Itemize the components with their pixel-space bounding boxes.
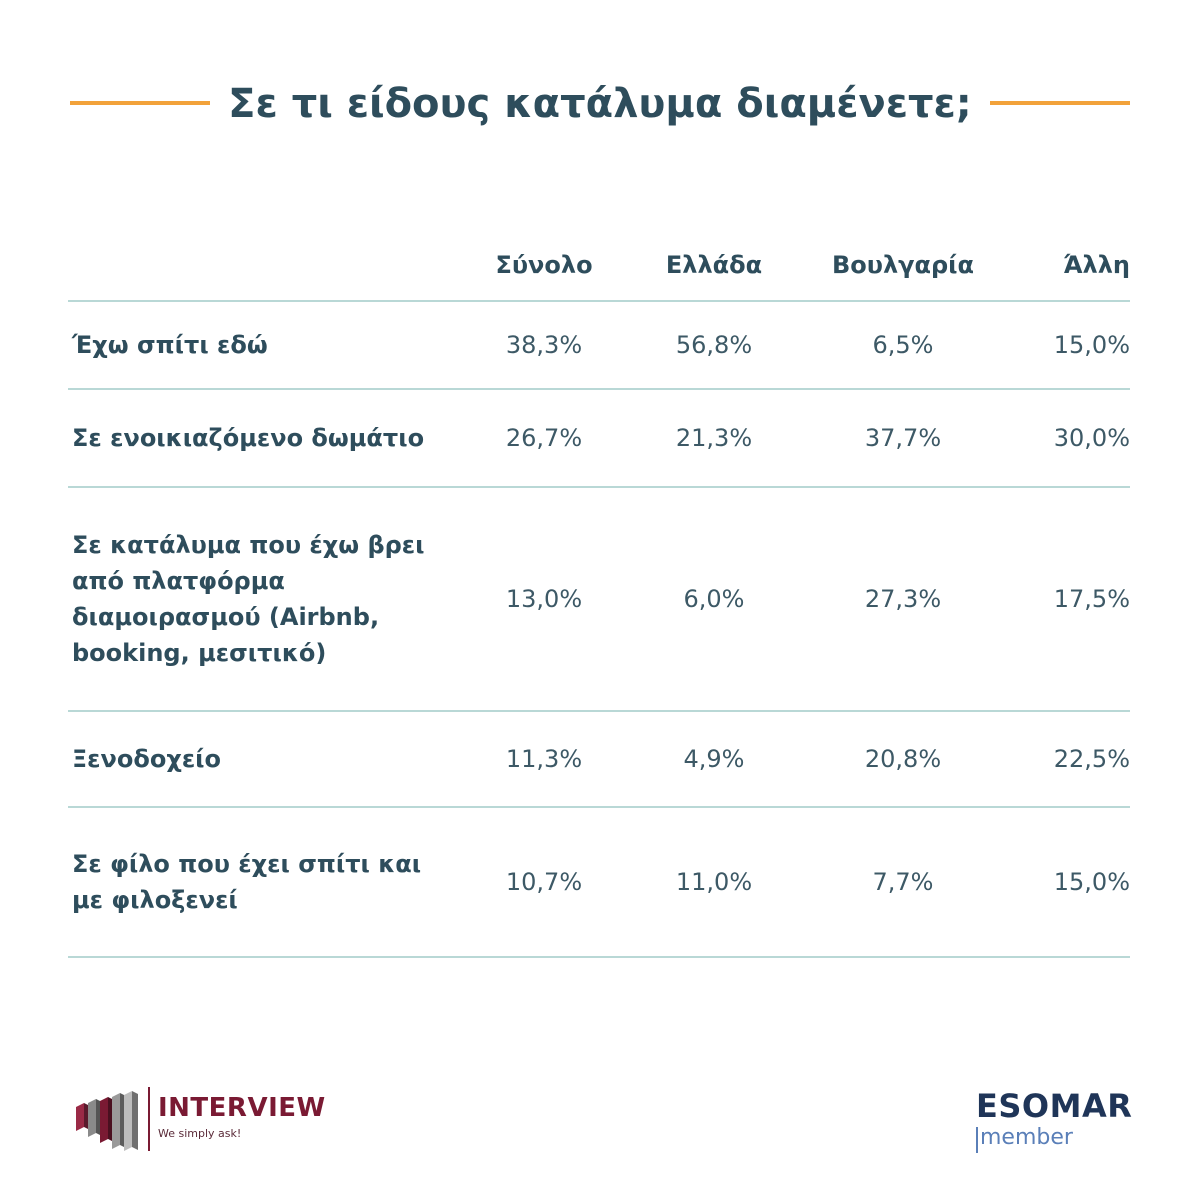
value-cell-greece: 6,0% xyxy=(683,585,745,613)
value-cell-greece: 21,3% xyxy=(675,424,753,452)
value-cell-greece: 56,8% xyxy=(675,331,753,359)
interview-tagline: We simply ask! xyxy=(158,1127,242,1140)
logo-divider xyxy=(148,1087,150,1151)
page-title: Σε τι είδους κατάλυμα διαμένετε; xyxy=(228,81,972,127)
column-header-total: Σύνολο xyxy=(495,251,593,279)
value-cell-total: 10,7% xyxy=(505,868,583,896)
value-cell-total: 38,3% xyxy=(505,331,583,359)
value-cell-bulgaria: 27,3% xyxy=(864,585,942,613)
row-label-cell: Σε ενοικιαζόμενο δωμάτιο xyxy=(68,390,468,486)
row-label: Έχω σπίτι εδώ xyxy=(72,331,268,359)
row-label: Σε φίλο που έχει σπίτι και με φιλοξενεί xyxy=(72,850,422,914)
table-body: Έχω σπίτι εδώ 38,3% 56,8% 6,5% 15,0% Σε ενοικ… xyxy=(68,302,1130,958)
table-row: Έχω σπίτι εδώ 38,3% 56,8% 6,5% 15,0% xyxy=(68,302,1130,390)
value-cell-bulgaria: 6,5% xyxy=(872,331,934,359)
row-label-cell: Έχω σπίτι εδώ xyxy=(68,302,468,388)
column-header-greece: Ελλάδα xyxy=(665,251,763,279)
column-header-bulgaria: Βουλγαρία xyxy=(831,251,975,279)
value-cell-other: 15,0% xyxy=(1053,868,1130,896)
value-cell-other: 22,5% xyxy=(1053,745,1130,773)
title-accent-line-right xyxy=(990,101,1130,105)
value-cell-bulgaria: 7,7% xyxy=(872,868,934,896)
value-cell-other: 17,5% xyxy=(1053,585,1130,613)
value-cell-bulgaria: 20,8% xyxy=(864,745,942,773)
table-row: Ξενοδοχείο 11,3% 4,9% 20,8% 22,5% xyxy=(68,712,1130,808)
title-bar: Σε τι είδους κατάλυμα διαμένετε; xyxy=(0,72,1200,136)
title-accent-line-left xyxy=(70,101,210,105)
table-row: Σε κατάλυμα που έχω βρει από πλατφόρμα δ… xyxy=(68,488,1130,712)
row-label: Σε κατάλυμα που έχω βρει από πλατφόρμα δ… xyxy=(72,531,425,667)
interview-brand-name: INTERVIEW xyxy=(158,1093,326,1123)
value-cell-other: 30,0% xyxy=(1053,424,1130,452)
table-row: Σε φίλο που έχει σπίτι και με φιλοξενεί 1… xyxy=(68,808,1130,958)
esomar-member-bar xyxy=(976,1127,978,1153)
row-label: Ξενοδοχείο xyxy=(72,745,222,773)
column-header-other: Άλλη xyxy=(1063,251,1130,279)
interview-logo: INTERVIEW We simply ask! xyxy=(74,1085,354,1155)
table-header-row: Σύνολο Ελλάδα Βουλγαρία Άλλη xyxy=(68,230,1130,302)
row-label: Σε ενοικιαζόμενο δωμάτιο xyxy=(72,424,425,452)
row-label-cell: Σε κατάλυμα που έχω βρει από πλατφόρμα δ… xyxy=(68,488,468,710)
row-label-cell: Σε φίλο που έχει σπίτι και με φιλοξενεί xyxy=(68,808,468,956)
esomar-member-label: member xyxy=(980,1125,1073,1150)
results-table: Σύνολο Ελλάδα Βουλγαρία Άλλη Έχω σπίτι ε… xyxy=(68,230,1130,958)
value-cell-total: 26,7% xyxy=(505,424,583,452)
value-cell-other: 15,0% xyxy=(1053,331,1130,359)
table-row: Σε ενοικιαζόμενο δωμάτιο 26,7% 21,3% 37,7% 3… xyxy=(68,390,1130,488)
value-cell-total: 11,3% xyxy=(505,745,583,773)
esomar-brand-name: ESOMAR xyxy=(976,1087,1133,1125)
row-label-cell: Ξενοδοχείο xyxy=(68,712,468,806)
value-cell-greece: 4,9% xyxy=(683,745,745,773)
interview-bars-icon xyxy=(76,1091,138,1151)
value-cell-greece: 11,0% xyxy=(675,868,753,896)
esomar-logo: ESOMAR member xyxy=(972,1087,1142,1157)
value-cell-total: 13,0% xyxy=(505,585,583,613)
value-cell-bulgaria: 37,7% xyxy=(864,424,942,452)
